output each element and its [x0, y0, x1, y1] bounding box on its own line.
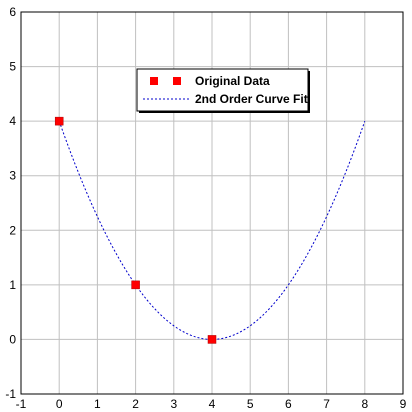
legend-box [136, 68, 309, 112]
data-point [207, 335, 217, 344]
legend-marker [150, 77, 158, 85]
plot-frame [20, 11, 404, 395]
y-tick-label: 5 [9, 60, 16, 74]
x-tick-label: 2 [132, 397, 139, 411]
y-tick-label: 2 [9, 223, 16, 237]
legend-label-curve-fit: 2nd Order Curve Fit [195, 92, 308, 106]
x-tick-label: 3 [170, 397, 177, 411]
data-point [54, 116, 64, 126]
y-tick-label: 0 [9, 332, 16, 346]
legend-label-original-data: Original Data [195, 74, 270, 88]
data-point [131, 280, 140, 290]
y-tick-label: -1 [5, 387, 16, 401]
y-tick-label: 3 [9, 169, 16, 183]
y-tick-label: 1 [9, 278, 16, 292]
tick-labels: -1 0 1 2 3 4 5 6 7 8 9 -1 0 1 2 3 4 5 6 [5, 5, 406, 411]
x-tick-label: 7 [323, 397, 330, 411]
x-tick-label: 8 [361, 397, 368, 411]
x-tick-label: 1 [94, 397, 101, 411]
y-tick-label: 4 [9, 114, 16, 128]
curve-fit-line [58, 120, 366, 340]
x-tick-label: -1 [16, 397, 27, 411]
x-tick-label: 9 [400, 397, 407, 411]
x-tick-label: 6 [285, 397, 292, 411]
x-tick-label: 0 [56, 397, 63, 411]
x-tick-label: 5 [247, 397, 254, 411]
x-tick-label: 4 [209, 397, 216, 411]
legend-marker [173, 77, 181, 85]
y-tick-label: 6 [9, 5, 16, 19]
legend: Original Data 2nd Order Curve Fit [136, 68, 310, 113]
series-layer [54, 116, 366, 344]
